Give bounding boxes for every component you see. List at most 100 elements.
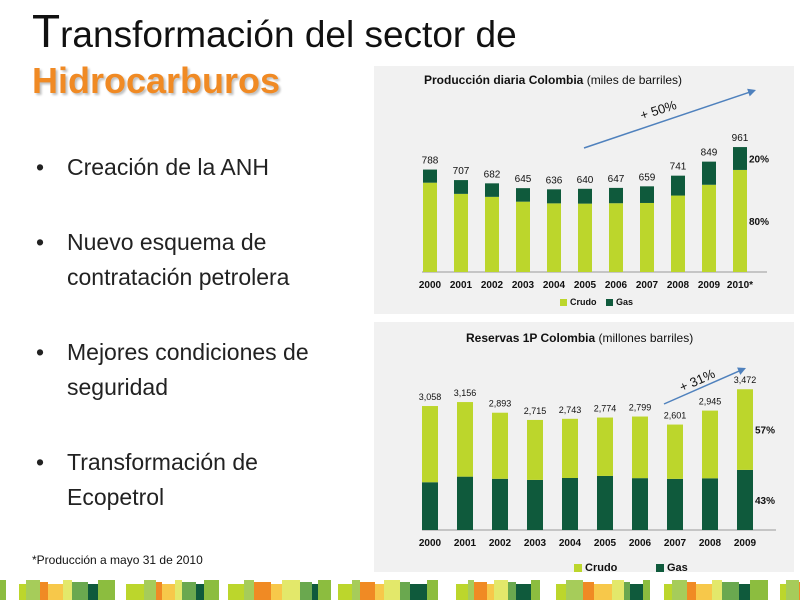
slide-subtitle: Hidrocarburos: [32, 60, 281, 101]
bar-gas: [457, 476, 473, 530]
growth-label: + 50%: [638, 97, 678, 123]
bar-crudo: [516, 201, 530, 272]
bullet-item: • Transformación de Ecopetrol: [30, 445, 360, 515]
bar-gas: [671, 175, 685, 196]
bullet-text: Nuevo esquema de contratación petrolera: [67, 229, 290, 290]
bullet-text: Transformación de Ecopetrol: [67, 449, 258, 510]
bar-total-label: 2,945: [699, 397, 722, 407]
stripe-block: [687, 582, 696, 600]
stripe-block: [468, 580, 474, 600]
stripe-block: [508, 582, 516, 600]
stripe-block: [219, 582, 228, 600]
bar-gas: [597, 475, 613, 530]
chart-title-bold: Producción diaria Colombia: [424, 73, 584, 87]
bar-gas: [578, 188, 592, 204]
bar-gas: [667, 478, 683, 530]
stripe-block: [48, 584, 63, 600]
bar-crudo: [737, 389, 753, 470]
production-chart: Producción diaria Colombia (miles de bar…: [419, 73, 769, 307]
growth-arrow: [663, 369, 741, 405]
bar-total-label: 640: [577, 175, 594, 186]
legend-label-gas: Gas: [616, 297, 633, 307]
stripe-block: [474, 582, 487, 600]
stripe-block: [696, 584, 712, 600]
bar-total-label: 707: [453, 166, 470, 177]
bullet-item: • Mejores condiciones de seguridad: [30, 335, 360, 405]
bar-crudo: [632, 416, 648, 479]
bar-crudo: [547, 203, 561, 272]
bar-crudo: [597, 417, 613, 476]
share-label-upper: 20%: [749, 155, 769, 166]
bar-crudo: [422, 406, 438, 483]
stripe-block: [643, 580, 650, 600]
reserves-chart-panel: Reservas 1P Colombia (millones barriles)…: [374, 322, 794, 572]
bar-total-label: 645: [515, 174, 532, 185]
stripe-block: [672, 580, 687, 600]
bar-crudo: [702, 184, 716, 272]
stripe-block: [630, 584, 643, 600]
stripe-block: [594, 584, 612, 600]
legend-label-crudo: Crudo: [570, 297, 597, 307]
bar-crudo: [733, 169, 747, 272]
bar-total-label: 961: [732, 133, 749, 144]
stripe-block: [300, 582, 312, 600]
x-tick-label: 2000: [419, 538, 442, 549]
stripe-block: [196, 584, 204, 600]
legend-swatch-crudo: [574, 564, 582, 572]
legend-label-crudo: Crudo: [585, 562, 618, 572]
bar-gas: [527, 479, 543, 530]
growth-arrow: [583, 91, 751, 149]
bar-crudo: [492, 412, 508, 479]
bar-gas: [423, 169, 437, 183]
stripe-block: [375, 584, 384, 600]
stripe-block: [768, 582, 780, 600]
bar-crudo: [667, 424, 683, 479]
chart-title: Producción diaria Colombia (miles de bar…: [424, 73, 682, 87]
stripe-block: [612, 580, 624, 600]
bar-gas: [454, 180, 468, 194]
stripe-block: [98, 580, 115, 600]
bar-gas: [516, 188, 530, 202]
bar-total-label: 2,799: [629, 403, 652, 413]
x-tick-label: 2003: [512, 280, 535, 291]
bar-gas: [640, 186, 654, 203]
arrow-head-icon: [737, 367, 746, 375]
bar-total-label: 2,893: [489, 399, 512, 409]
legend-swatch-gas: [656, 564, 664, 572]
bar-crudo: [562, 418, 578, 478]
bar-total-label: 659: [639, 172, 656, 183]
stripe-block: [312, 584, 318, 600]
bar-total-label: 636: [546, 175, 563, 186]
stripe-block: [664, 584, 672, 600]
stripe-block: [182, 582, 196, 600]
bar-crudo: [702, 410, 718, 479]
x-tick-label: 2001: [450, 280, 473, 291]
chart-title-rest: (miles de barriles): [583, 73, 682, 87]
stripe-block: [6, 582, 19, 600]
x-tick-label: 2006: [629, 538, 652, 549]
stripe-block: [40, 582, 48, 600]
bar-gas: [492, 478, 508, 530]
bar-gas: [485, 183, 499, 197]
bar-total-label: 3,156: [454, 388, 477, 398]
x-tick-label: 2003: [524, 538, 547, 549]
x-tick-label: 2009: [734, 538, 757, 549]
stripe-block: [531, 580, 540, 600]
bullet-item: • Creación de la ANH: [30, 150, 360, 185]
bullet-dot: •: [36, 449, 45, 475]
stripe-block: [244, 580, 254, 600]
stripe-block: [556, 584, 566, 600]
stripe-block: [624, 582, 630, 600]
stripe-block: [722, 582, 739, 600]
stripe-block: [494, 580, 508, 600]
x-tick-label: 2008: [667, 280, 690, 291]
stripe-block: [384, 580, 400, 600]
bar-total-label: 849: [701, 148, 718, 159]
bullet-text: Mejores condiciones de seguridad: [67, 339, 309, 400]
bar-crudo: [457, 402, 473, 477]
x-tick-label: 2001: [454, 538, 477, 549]
stripe-block: [750, 580, 768, 600]
x-tick-label: 2000: [419, 280, 442, 291]
bar-total-label: 788: [422, 156, 439, 167]
bullet-item: • Nuevo esquema de contratación petrolera: [30, 225, 360, 295]
